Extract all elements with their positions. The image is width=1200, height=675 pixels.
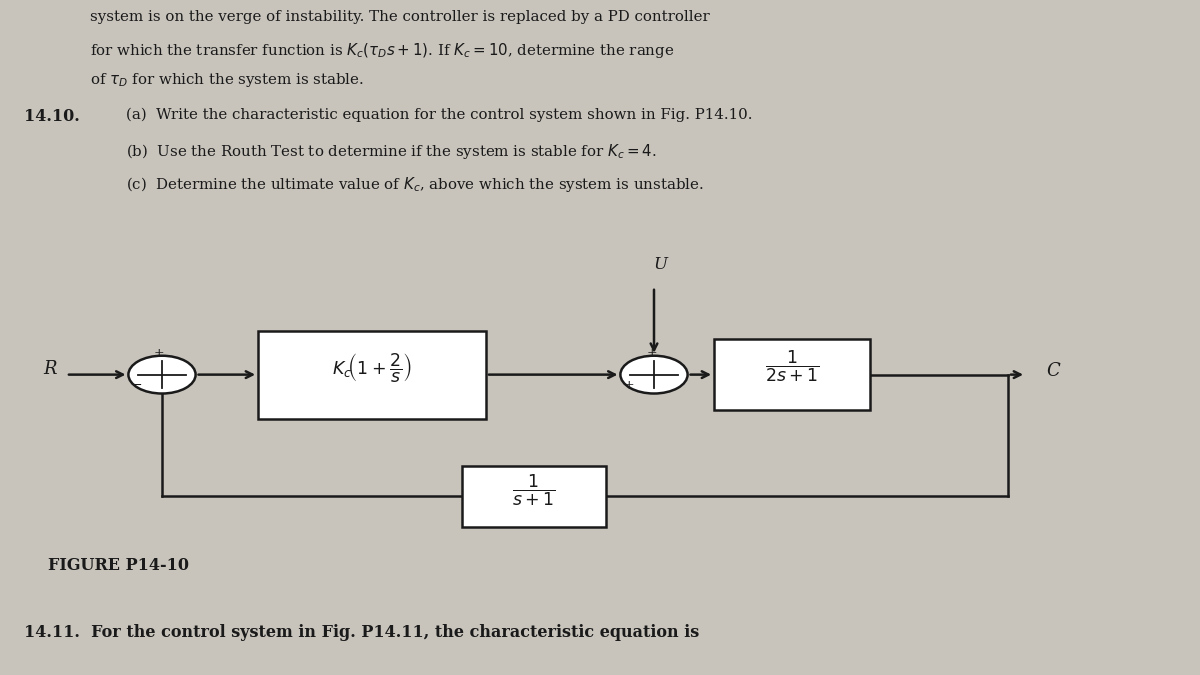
Text: −: −	[132, 379, 142, 391]
Text: C: C	[1046, 362, 1060, 380]
Text: +: +	[154, 348, 164, 360]
Text: +: +	[647, 348, 658, 360]
Bar	[714, 339, 870, 410]
Text: 14.10.: 14.10.	[24, 108, 79, 125]
Text: (a)  Write the characteristic equation for the control system shown in Fig. P14.: (a) Write the characteristic equation fo…	[126, 108, 752, 122]
Bar	[258, 331, 486, 418]
Text: for which the transfer function is $K_c(\tau_D s + 1)$. If $K_c = 10$, determine: for which the transfer function is $K_c(…	[90, 40, 674, 59]
Circle shape	[620, 356, 688, 394]
Text: R: R	[43, 360, 56, 378]
Circle shape	[128, 356, 196, 394]
Text: $\dfrac{1}{2s+1}$: $\dfrac{1}{2s+1}$	[764, 349, 820, 384]
Text: FIGURE P14-10: FIGURE P14-10	[48, 557, 190, 574]
Text: U: U	[653, 256, 667, 273]
Text: (b)  Use the Routh Test to determine if the system is stable for $K_c = 4$.: (b) Use the Routh Test to determine if t…	[126, 142, 656, 161]
Text: of $\tau_D$ for which the system is stable.: of $\tau_D$ for which the system is stab…	[90, 71, 364, 89]
Text: +: +	[624, 379, 634, 391]
Bar	[462, 466, 606, 526]
Text: $\dfrac{1}{s+1}$: $\dfrac{1}{s+1}$	[512, 473, 556, 508]
Text: (c)  Determine the ultimate value of $K_c$, above which the system is unstable.: (c) Determine the ultimate value of $K_c…	[126, 176, 703, 194]
Text: system is on the verge of instability. The controller is replaced by a PD contro: system is on the verge of instability. T…	[90, 10, 709, 24]
Text: 14.11.  For the control system in Fig. P14.11, the characteristic equation is: 14.11. For the control system in Fig. P1…	[24, 624, 700, 641]
Text: $K_c\!\left(1+\dfrac{2}{s}\right)$: $K_c\!\left(1+\dfrac{2}{s}\right)$	[332, 352, 412, 384]
